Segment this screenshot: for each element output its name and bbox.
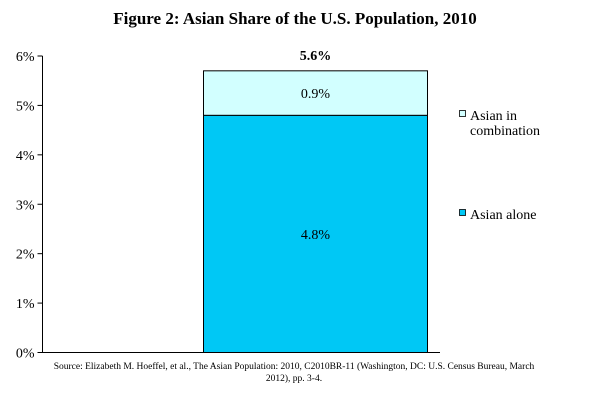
y-tick-label: 2% [16, 248, 35, 263]
y-tick-label: 6% [16, 50, 35, 65]
y-tick-label: 5% [16, 99, 35, 114]
legend-swatch [459, 110, 466, 117]
legend-swatch [459, 209, 466, 216]
chart-title: Figure 2: Asian Share of the U.S. Popula… [113, 9, 477, 28]
bar-segments: 4.8% 0.9% 5.6% [203, 49, 428, 353]
y-tick-label: 3% [16, 198, 35, 213]
legend-label: Asian in [470, 109, 517, 124]
data-label: 0.9% [301, 87, 331, 102]
legend-label: combination [470, 124, 540, 139]
y-axis-ticks: 0% 1% 2% 3% 4% 5% 6% [16, 50, 43, 362]
data-label: 4.8% [301, 228, 331, 243]
y-tick-label: 0% [16, 347, 35, 362]
total-label: 5.6% [300, 49, 332, 64]
y-tick-label: 1% [16, 297, 35, 312]
source-note: Source: Elizabeth M. Hoeffel, et al., Th… [53, 362, 535, 384]
bar-segment [203, 70, 428, 116]
bar-segment [203, 114, 428, 353]
y-tick-label: 4% [16, 149, 35, 164]
legend-label: Asian alone [470, 208, 536, 223]
